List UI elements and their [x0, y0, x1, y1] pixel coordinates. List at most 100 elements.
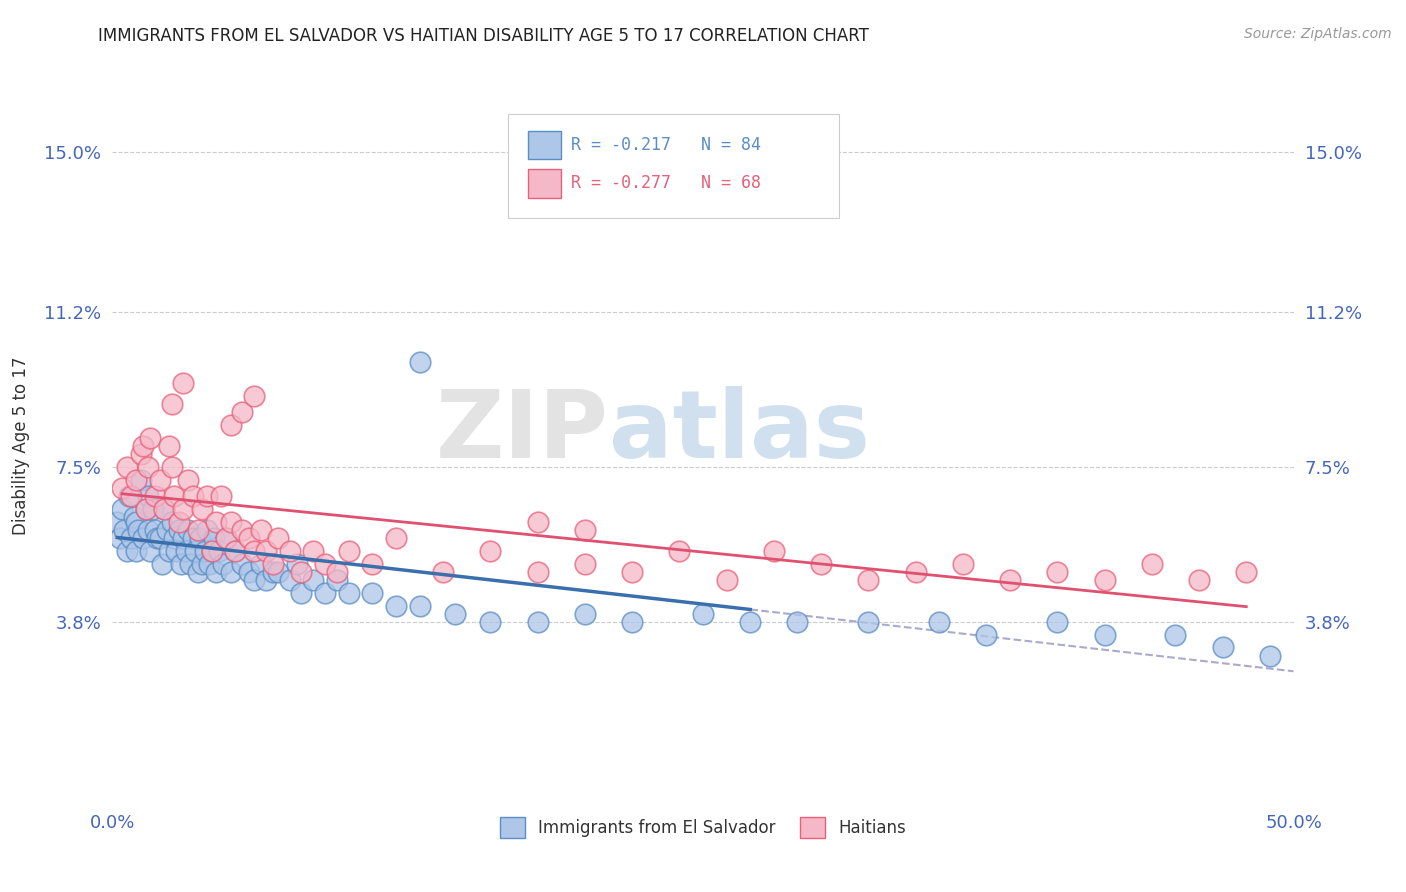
Point: [574, 523, 596, 537]
Point: [157, 439, 180, 453]
Text: ZIP: ZIP: [436, 385, 609, 478]
Point: [115, 544, 138, 558]
Point: [432, 565, 454, 579]
Point: [146, 532, 169, 546]
Point: [668, 544, 690, 558]
Point: [188, 532, 211, 546]
Point: [408, 355, 430, 369]
Point: [621, 565, 644, 579]
Point: [202, 532, 225, 546]
Point: [904, 565, 927, 579]
Point: [157, 544, 180, 558]
Point: [361, 557, 384, 571]
Point: [194, 544, 217, 558]
Point: [250, 557, 273, 571]
Point: [262, 565, 284, 579]
Point: [136, 489, 159, 503]
Point: [858, 615, 880, 630]
Point: [1164, 628, 1187, 642]
Point: [337, 544, 360, 558]
Point: [762, 544, 785, 558]
Point: [1046, 565, 1069, 579]
Point: [1094, 574, 1116, 588]
Point: [191, 557, 214, 571]
Point: [479, 615, 502, 630]
Point: [160, 397, 183, 411]
Point: [1046, 615, 1069, 630]
Point: [163, 532, 186, 546]
Point: [125, 515, 148, 529]
Point: [122, 510, 145, 524]
Point: [172, 376, 194, 390]
Point: [139, 431, 162, 445]
Point: [153, 502, 176, 516]
Point: [132, 532, 155, 546]
Point: [810, 557, 832, 571]
Point: [125, 473, 148, 487]
Point: [177, 473, 200, 487]
Point: [205, 515, 228, 529]
Point: [150, 557, 173, 571]
Point: [143, 489, 166, 503]
Point: [314, 557, 336, 571]
Text: Source: ZipAtlas.com: Source: ZipAtlas.com: [1244, 27, 1392, 41]
Point: [153, 502, 176, 516]
Point: [479, 544, 502, 558]
Point: [219, 515, 242, 529]
Point: [290, 586, 312, 600]
Y-axis label: Disability Age 5 to 17: Disability Age 5 to 17: [13, 357, 31, 535]
Point: [112, 523, 135, 537]
FancyBboxPatch shape: [508, 114, 839, 218]
Point: [224, 544, 246, 558]
Point: [243, 389, 266, 403]
Point: [174, 544, 197, 558]
Point: [337, 586, 360, 600]
Point: [231, 523, 253, 537]
Point: [136, 460, 159, 475]
Point: [224, 544, 246, 558]
Point: [142, 502, 165, 516]
Point: [136, 523, 159, 537]
Point: [165, 544, 187, 558]
Point: [267, 532, 290, 546]
Text: IMMIGRANTS FROM EL SALVADOR VS HAITIAN DISABILITY AGE 5 TO 17 CORRELATION CHART: IMMIGRANTS FROM EL SALVADOR VS HAITIAN D…: [98, 27, 869, 45]
Point: [172, 502, 194, 516]
Point: [1094, 628, 1116, 642]
Point: [129, 447, 152, 461]
Point: [998, 574, 1021, 588]
Point: [135, 502, 157, 516]
Point: [385, 532, 408, 546]
Point: [201, 544, 224, 558]
Point: [177, 523, 200, 537]
Point: [786, 615, 808, 630]
Point: [111, 502, 134, 516]
Bar: [529, 130, 561, 159]
Point: [120, 489, 142, 503]
Text: R = -0.277   N = 68: R = -0.277 N = 68: [571, 175, 761, 193]
Point: [262, 557, 284, 571]
Point: [115, 460, 138, 475]
Point: [205, 565, 228, 579]
Point: [215, 532, 238, 546]
Point: [132, 439, 155, 453]
Point: [526, 615, 548, 630]
Point: [184, 544, 207, 558]
Point: [716, 574, 738, 588]
Text: R = -0.217   N = 84: R = -0.217 N = 84: [571, 136, 761, 153]
Point: [243, 574, 266, 588]
Point: [254, 574, 277, 588]
Point: [278, 574, 301, 588]
Point: [1212, 640, 1234, 655]
Point: [1188, 574, 1211, 588]
Point: [952, 557, 974, 571]
Point: [135, 502, 157, 516]
Point: [195, 489, 218, 503]
Point: [285, 557, 308, 571]
Point: [1258, 648, 1281, 663]
Point: [139, 544, 162, 558]
Point: [167, 523, 190, 537]
Point: [526, 515, 548, 529]
Point: [219, 565, 242, 579]
Point: [172, 532, 194, 546]
Point: [170, 557, 193, 571]
